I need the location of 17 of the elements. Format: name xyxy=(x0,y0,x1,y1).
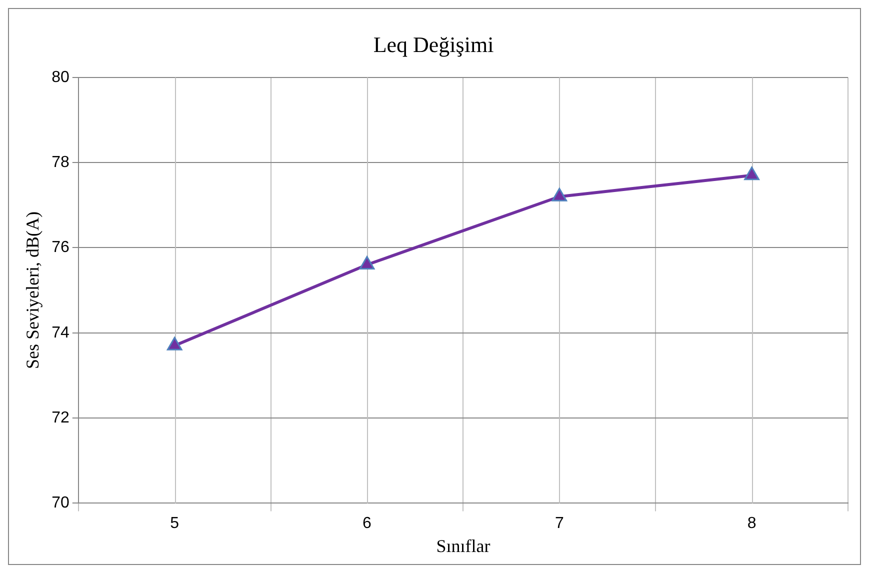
y-tick-label: 74 xyxy=(52,324,70,342)
x-tick-label: 6 xyxy=(362,515,372,532)
point xyxy=(166,336,182,350)
point xyxy=(552,188,568,202)
x-axis-title: Sınıflar xyxy=(436,536,490,556)
x-tick-label: 5 xyxy=(170,515,180,532)
y-tick-label: 72 xyxy=(52,409,70,426)
point xyxy=(359,256,375,270)
x-tick-label: 8 xyxy=(747,515,756,532)
y-tick-label: 80 xyxy=(52,68,70,86)
y-tick-label: 78 xyxy=(52,154,70,171)
point xyxy=(744,166,760,180)
y-axis-title: Ses Seviyeleri, dB(A) xyxy=(22,212,43,370)
y-tick-label: 70 xyxy=(52,494,70,512)
chart-title: Leq Değişimi xyxy=(373,32,494,57)
y-tick-label: 76 xyxy=(52,239,70,256)
x-tick-label: 7 xyxy=(554,515,564,532)
